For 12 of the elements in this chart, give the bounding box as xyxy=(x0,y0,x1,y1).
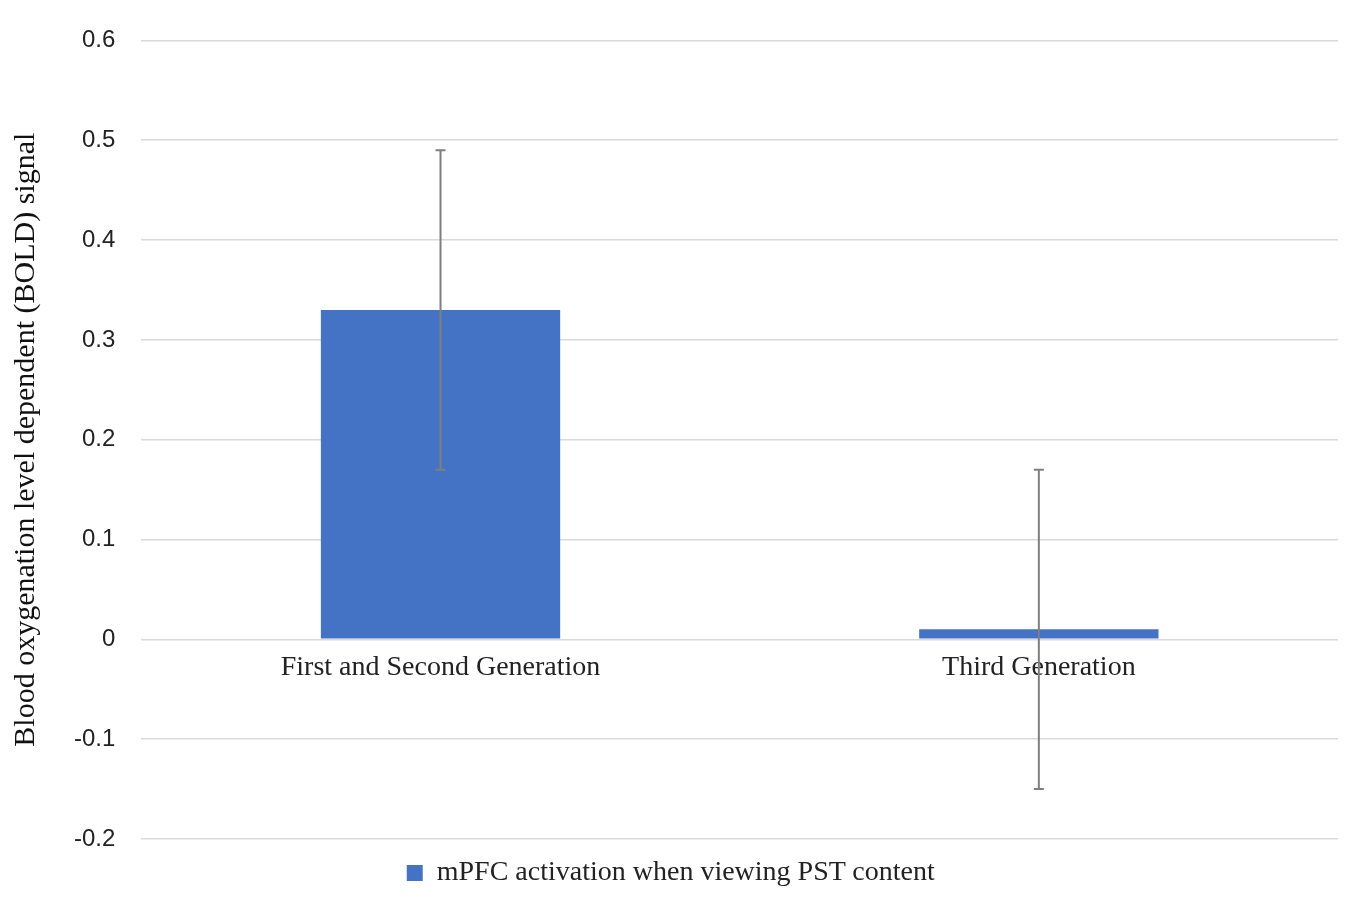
y-tick-label: -0.1 xyxy=(74,723,116,751)
x-tick-label: First and Second Generation xyxy=(280,649,601,681)
y-tick-label: 0.4 xyxy=(81,224,116,252)
y-tick-label: 0.2 xyxy=(81,424,116,452)
y-axis-title: Blood oxygenation level dependent (BOLD) signal xyxy=(6,132,41,747)
y-tick-label: -0.2 xyxy=(74,823,116,851)
y-tick-label: 0 xyxy=(102,623,116,651)
y-tick-label: 0.1 xyxy=(81,524,116,552)
y-tick-label: 0.6 xyxy=(81,25,116,53)
y-tick-label: 0.3 xyxy=(81,324,116,352)
legend-label: mPFC activation when viewing PST content xyxy=(436,855,935,887)
y-tick-label: 0.5 xyxy=(81,124,116,152)
